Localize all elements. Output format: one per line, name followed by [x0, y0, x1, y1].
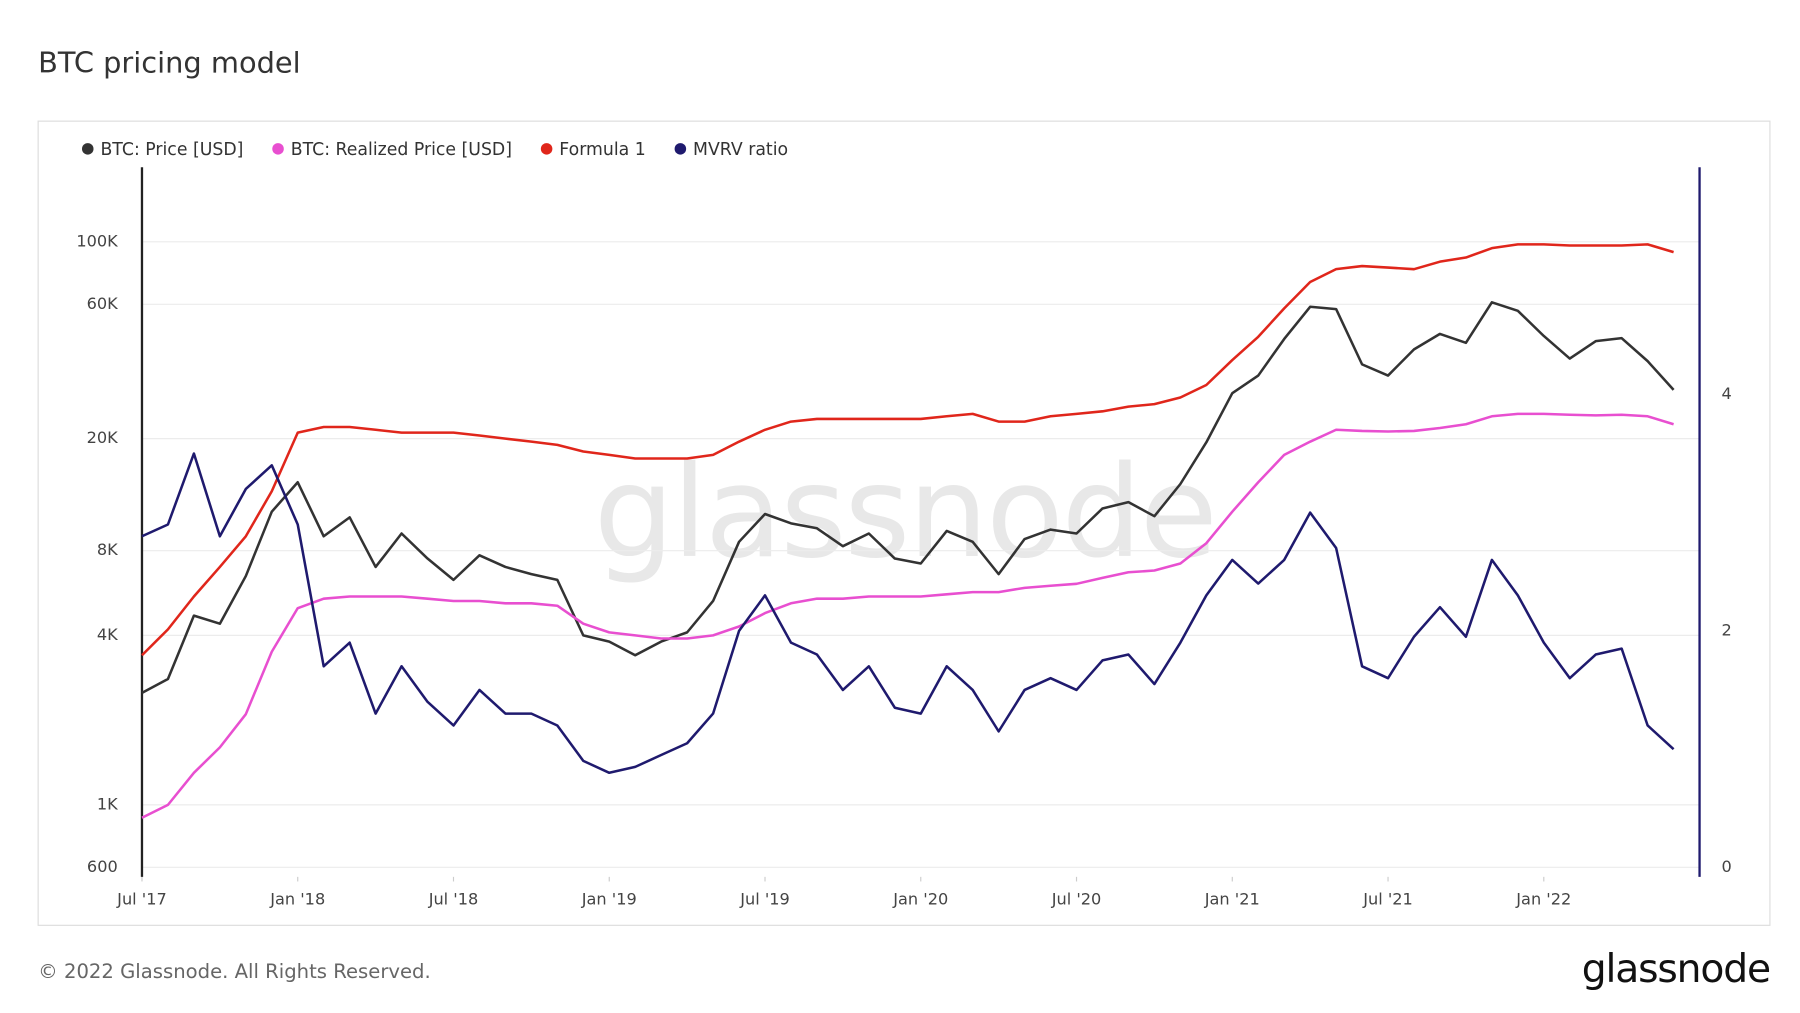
- x-tick-label: Jul '20: [1051, 889, 1102, 908]
- x-tick-label: Jul '21: [1362, 889, 1413, 908]
- x-tick-label: Jan '22: [1515, 889, 1571, 908]
- series-line: [141, 412, 1674, 819]
- y-tick-label: 60K: [87, 294, 119, 313]
- x-tick-label: Jul '17: [116, 889, 167, 908]
- y2-tick-label: 2: [1721, 620, 1731, 639]
- series-line: [141, 452, 1675, 775]
- x-tick-label: Jan '20: [892, 889, 948, 908]
- y-tick-label: 4K: [97, 625, 118, 644]
- chart-title: BTC pricing model: [38, 46, 301, 80]
- y-tick-label: 1K: [97, 794, 118, 813]
- series-line: [141, 301, 1675, 694]
- y2-tick-label: 4: [1721, 384, 1731, 403]
- y2-tick-label: 0: [1721, 857, 1731, 876]
- series-line: [141, 243, 1674, 657]
- y-tick-label: 100K: [76, 231, 118, 250]
- x-tick-label: Jul '18: [428, 889, 479, 908]
- y-tick-label: 600: [87, 857, 118, 876]
- copyright: © 2022 Glassnode. All Rights Reserved.: [38, 960, 431, 983]
- watermark: glassnode: [594, 438, 1216, 586]
- y-tick-label: 8K: [97, 540, 118, 559]
- x-tick-label: Jan '21: [1204, 889, 1260, 908]
- legend-marker: [674, 143, 687, 155]
- legend-label: MVRV ratio: [693, 140, 788, 160]
- x-tick-label: Jan '18: [269, 889, 325, 908]
- logo: glassnode: [1582, 947, 1770, 992]
- legend-label: Formula 1: [559, 140, 645, 160]
- chart-frame: [37, 120, 1771, 926]
- legend-marker: [81, 143, 94, 155]
- legend-label: BTC: Price [USD]: [100, 140, 243, 160]
- legend-marker: [272, 143, 284, 155]
- legend-label: BTC: Realized Price [USD]: [291, 140, 512, 160]
- x-tick-label: Jan '19: [581, 889, 637, 908]
- legend-marker: [540, 143, 553, 155]
- x-tick-label: Jul '19: [739, 889, 790, 908]
- y-tick-label: 20K: [87, 428, 119, 447]
